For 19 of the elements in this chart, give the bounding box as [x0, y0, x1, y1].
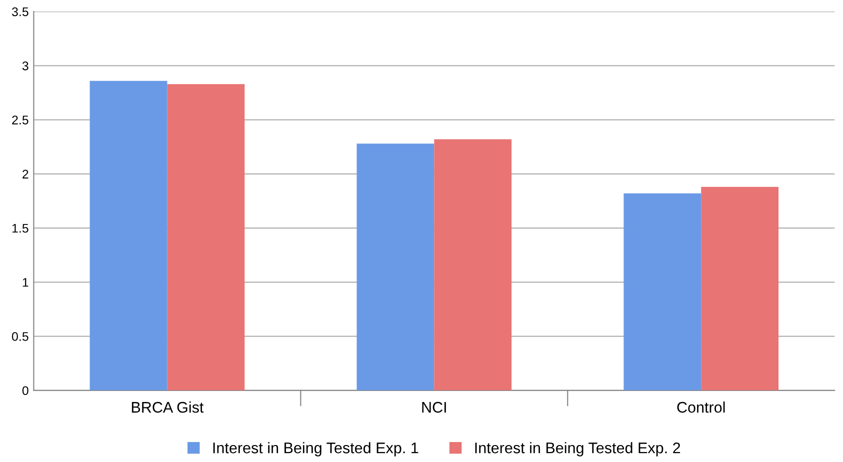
y-tick-label: 1: [22, 278, 28, 287]
bar: [434, 139, 512, 390]
bar: [624, 193, 702, 390]
legend-label: Interest in Being Tested Exp. 1: [213, 442, 418, 456]
bar: [167, 84, 245, 390]
y-tick-label: 0.5: [12, 332, 28, 341]
legend-label: Interest in Being Tested Exp. 2: [475, 442, 680, 456]
bar: [701, 186, 779, 390]
y-tick-label: 0: [22, 386, 28, 396]
y-tick-label: 2.5: [12, 116, 28, 124]
y-tick-label: 2: [22, 170, 28, 178]
x-tick-label: NCI: [422, 402, 446, 413]
x-tick-label: BRCA Gist: [132, 402, 204, 413]
y-tick-label: 3: [22, 61, 28, 70]
y-tick-label: 3.5: [12, 7, 28, 16]
y-tick-label: 1.5: [12, 224, 28, 233]
bar: [90, 80, 168, 390]
x-tick-label: Control: [677, 402, 725, 413]
bar: [356, 144, 434, 390]
